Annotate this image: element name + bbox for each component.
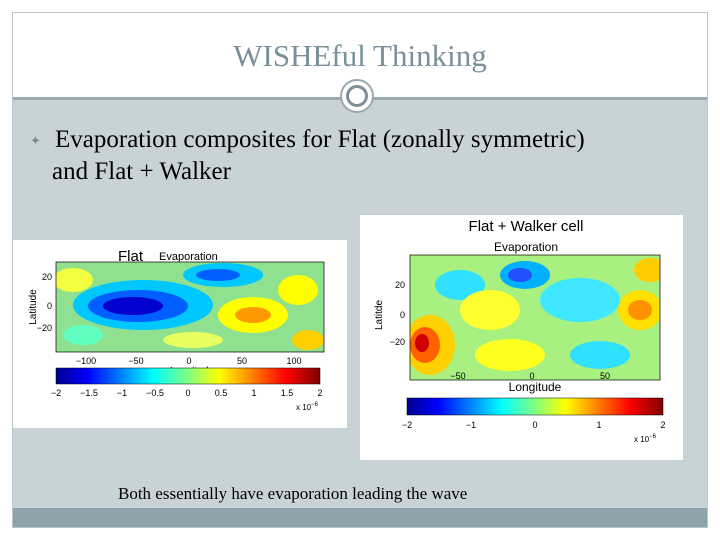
slide-title: WISHEful Thinking xyxy=(233,38,487,73)
flat-plot-title: Evaporation xyxy=(159,251,218,263)
flat-label: Flat xyxy=(118,248,144,265)
walker-ylabel: Latitde xyxy=(374,300,385,330)
bullet-text-line1: Evaporation composites for Flat (zonally… xyxy=(55,126,585,153)
walker-xtick: 50 xyxy=(600,371,610,381)
flat-xtick: −50 xyxy=(128,356,143,366)
footer-bar xyxy=(13,508,707,527)
flat-colorbar xyxy=(55,367,321,385)
divider-circle-inner xyxy=(346,85,368,107)
flat-figure: Flat Evaporation Latitude 20 0 − xyxy=(28,248,325,412)
colorbar-tick-label: 0 xyxy=(532,420,537,430)
colorbar-tick-label: −0.5 xyxy=(146,388,164,398)
flat-xtick: 50 xyxy=(237,356,247,366)
flat-ytick: 0 xyxy=(47,301,52,311)
walker-figure: Flat + Walker cell Evaporation Latitde xyxy=(374,218,666,444)
colorbar-tick-label: −2 xyxy=(51,388,61,398)
flat-colorbar-scale: x 10−6 xyxy=(296,402,319,412)
flat-xtick: 0 xyxy=(186,356,191,366)
colorbar-tick-label: −1.5 xyxy=(80,388,98,398)
walker-figure-panel: Flat + Walker cell Evaporation Latitde xyxy=(360,215,683,460)
walker-plot-title: Evaporation xyxy=(494,240,558,254)
bullet-text-line2: and Flat + Walker xyxy=(52,158,231,185)
colorbar-tick-label: 2 xyxy=(317,388,322,398)
walker-xtick: 0 xyxy=(529,371,534,381)
walker-colorbar-ticks: −2 −1 0 1 2 xyxy=(402,420,666,430)
colorbar-tick-label: −1 xyxy=(117,388,127,398)
walker-xlabel: Longitude xyxy=(509,380,562,394)
bullet-icon: ✦ xyxy=(30,133,41,148)
colorbar-tick-label: −1 xyxy=(466,420,476,430)
flat-colorbar-ticks: −2 −1.5 −1 −0.5 0 0.5 1 1.5 2 xyxy=(51,388,323,398)
flat-xtick: 100 xyxy=(286,356,301,366)
flat-evaporation-field xyxy=(56,262,324,352)
walker-evaporation-field xyxy=(410,255,660,380)
slide-caption: Both essentially have evaporation leadin… xyxy=(118,484,468,503)
divider-circle-ornament xyxy=(340,79,374,113)
walker-colorbar xyxy=(406,397,664,416)
flat-figure-panel: Flat Evaporation Latitude 20 0 − xyxy=(13,240,347,428)
colorbar-tick-label: 0.5 xyxy=(215,388,228,398)
walker-label: Flat + Walker cell xyxy=(469,218,584,235)
walker-ytick: 20 xyxy=(395,280,405,290)
colorbar-tick-label: 2 xyxy=(660,420,665,430)
colorbar-tick-label: 1 xyxy=(251,388,256,398)
flat-ytick: −20 xyxy=(37,323,52,333)
flat-ytick: 20 xyxy=(42,272,52,282)
colorbar-tick-label: 0 xyxy=(185,388,190,398)
walker-ytick: −20 xyxy=(390,337,405,347)
colorbar-tick-label: −2 xyxy=(402,420,412,430)
walker-colorbar-scale: x 10−6 xyxy=(634,434,657,444)
colorbar-tick-label: 1.5 xyxy=(281,388,294,398)
walker-xtick: −50 xyxy=(450,371,465,381)
slide-frame xyxy=(12,12,708,528)
flat-xtick: −100 xyxy=(76,356,96,366)
colorbar-tick-label: 1 xyxy=(596,420,601,430)
walker-ytick: 0 xyxy=(400,310,405,320)
flat-ylabel: Latitude xyxy=(28,289,39,325)
